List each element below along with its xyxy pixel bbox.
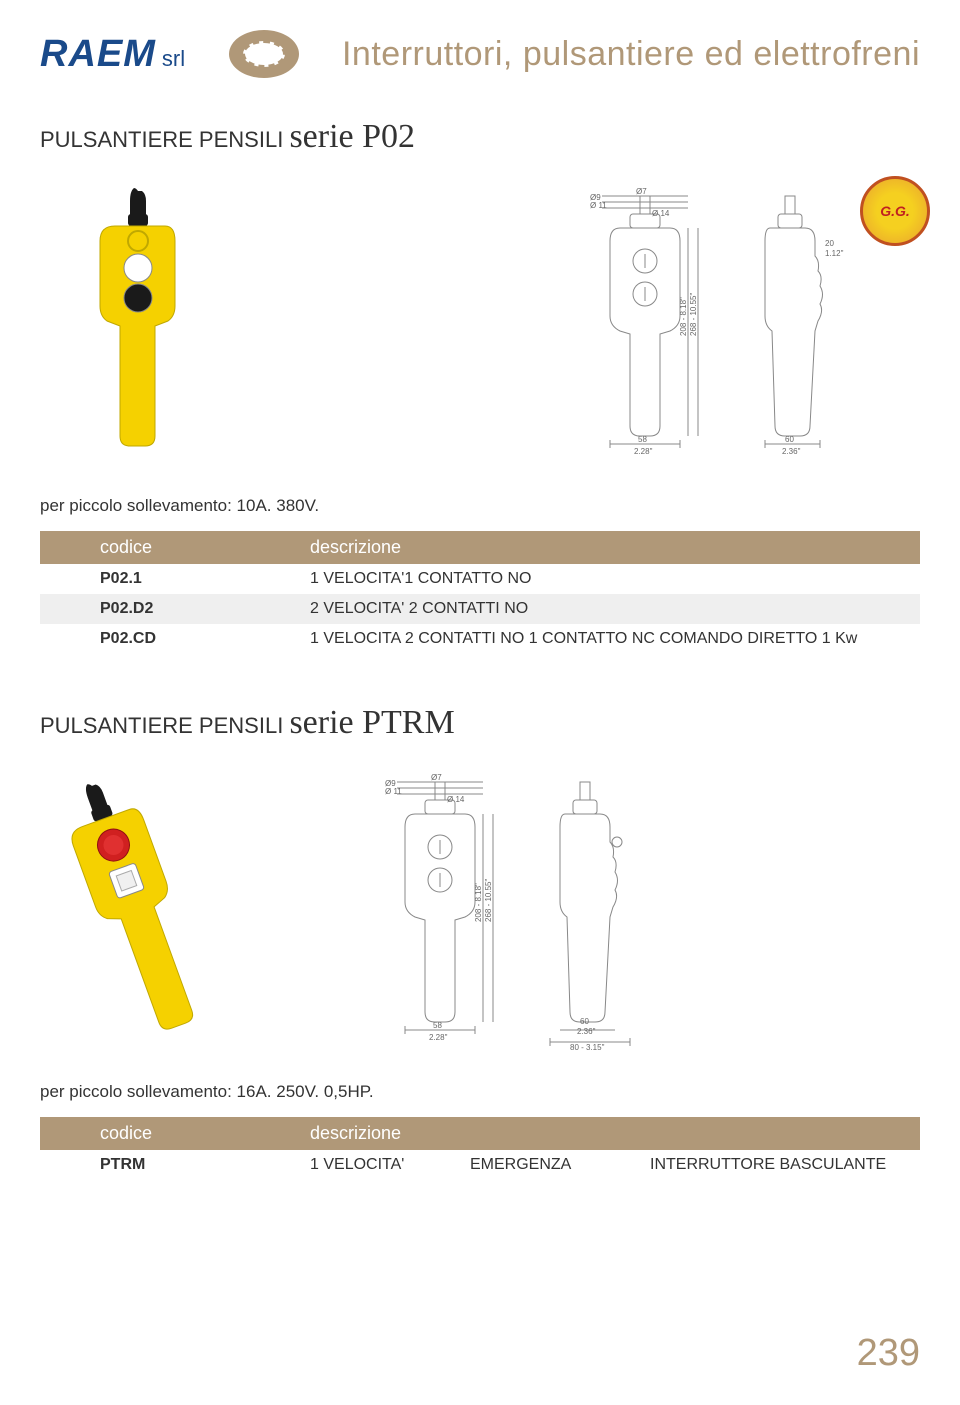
table-row: P02.D2 2 VELOCITA' 2 CONTATTI NO — [40, 594, 920, 624]
section1-heading: PULSANTIERE PENSILI serie P02 — [40, 118, 920, 156]
cell-desc: 1 VELOCITA 2 CONTATTI NO 1 CONTATTO NC C… — [300, 624, 920, 654]
cell-desc3: INTERRUTTORE BASCULANTE — [640, 1156, 896, 1174]
section2-image-row: Ø7 Ø9 Ø 11 Ø 14 208 - 8.18" 268 - 10.55"… — [40, 762, 920, 1062]
pendant-ptrm-icon — [60, 772, 220, 1052]
section2-heading: PULSANTIERE PENSILI serie PTRM — [40, 704, 920, 742]
oval-badge-inner — [243, 41, 285, 67]
dim2-w1i: 2.28" — [429, 1033, 448, 1042]
table-row: PTRM 1 VELOCITA' EMERGENZA INTERRUTTORE … — [40, 1150, 920, 1180]
cell-code: PTRM — [40, 1150, 300, 1180]
table-header: codice descrizione — [40, 1117, 920, 1150]
dim-d11: Ø 11 — [590, 201, 607, 210]
dim2-d7: Ø7 — [431, 773, 442, 782]
cell-desc: 2 VELOCITA' 2 CONTATTI NO — [300, 594, 920, 624]
dim-h1: 208 - 8.18" — [679, 297, 688, 336]
section1-heading-series: serie P02 — [289, 118, 415, 155]
table-header: codice descrizione — [40, 531, 920, 564]
dim2-w2: 60 — [580, 1017, 589, 1026]
certification-badge-icon: G.G. — [860, 176, 930, 246]
dim-h2: 268 - 10.55" — [689, 293, 698, 336]
pendant-p02-icon — [60, 186, 220, 466]
section2-heading-prefix: PULSANTIERE PENSILI — [40, 713, 283, 738]
cell-code: P02.D2 — [40, 594, 300, 624]
table-row: P02.1 1 VELOCITA'1 CONTATTO NO — [40, 564, 920, 594]
page-header: RAEM srl Interruttori, pulsantiere ed el… — [40, 30, 920, 78]
table-row: P02.CD 1 VELOCITA 2 CONTATTI NO 1 CONTAT… — [40, 624, 920, 654]
section2-diagram: Ø7 Ø9 Ø 11 Ø 14 208 - 8.18" 268 - 10.55"… — [375, 762, 715, 1062]
cell-desc1: 1 VELOCITA' — [300, 1156, 460, 1174]
cell-desc2: EMERGENZA — [460, 1156, 640, 1174]
dim2-h2: 268 - 10.55" — [484, 879, 493, 922]
section1-spec: per piccolo sollevamento: 10A. 380V. — [40, 496, 920, 516]
cell-desc-multi: 1 VELOCITA' EMERGENZA INTERRUTTORE BASCU… — [300, 1150, 920, 1180]
dim2-d14: Ø 14 — [447, 795, 465, 804]
brand-main: RAEM — [40, 33, 156, 76]
col-header-code: codice — [40, 1117, 300, 1150]
cell-code: P02.CD — [40, 624, 300, 654]
category-title: Interruttori, pulsantiere ed elettrofren… — [342, 35, 920, 74]
dim2-w3: 80 - 3.15" — [570, 1043, 605, 1052]
cert-badge-text: G.G. — [880, 203, 910, 219]
dim-w2i: 2.36" — [782, 447, 801, 456]
brand-suffix: srl — [162, 46, 185, 72]
dim-d7: Ø7 — [636, 187, 647, 196]
dim-w2: 60 — [785, 435, 794, 444]
dim2-w1: 58 — [433, 1021, 442, 1030]
page-number: 239 — [857, 1332, 920, 1375]
brand-logo: RAEM srl — [40, 33, 185, 76]
section1-image-row: Ø7 Ø9 Ø 11 Ø 14 208 - 8.18" 268 - 10.55"… — [40, 176, 920, 476]
section1-heading-prefix: PULSANTIERE PENSILI — [40, 127, 283, 152]
dim-w1i: 2.28" — [634, 447, 653, 456]
section1-product-image — [40, 176, 240, 476]
col-header-desc: descrizione — [300, 531, 920, 564]
col-header-desc: descrizione — [300, 1117, 920, 1150]
table-body: P02.1 1 VELOCITA'1 CONTATTO NO P02.D2 2 … — [40, 564, 920, 654]
table-body: PTRM 1 VELOCITA' EMERGENZA INTERRUTTORE … — [40, 1150, 920, 1180]
diagram-ptrm-icon: Ø7 Ø9 Ø 11 Ø 14 208 - 8.18" 268 - 10.55"… — [385, 772, 705, 1052]
section2-spec: per piccolo sollevamento: 16A. 250V. 0,5… — [40, 1082, 920, 1102]
dim2-w2i: 2.36" — [577, 1027, 596, 1036]
dim-sh: 20 — [825, 239, 834, 248]
diagram-p02-icon: Ø7 Ø9 Ø 11 Ø 14 208 - 8.18" 268 - 10.55"… — [590, 186, 910, 466]
dim-d14: Ø 14 — [652, 209, 670, 218]
dim2-d11: Ø 11 — [385, 787, 402, 796]
dim-shi: 1.12" — [825, 249, 844, 258]
oval-badge-icon — [229, 30, 299, 78]
section2-product-image — [40, 762, 240, 1062]
cell-desc: 1 VELOCITA'1 CONTATTO NO — [300, 564, 920, 594]
dim2-h1: 208 - 8.18" — [474, 883, 483, 922]
section2-table: codice descrizione PTRM 1 VELOCITA' EMER… — [40, 1117, 920, 1180]
section2-heading-series: serie PTRM — [289, 704, 454, 741]
section1-table: codice descrizione P02.1 1 VELOCITA'1 CO… — [40, 531, 920, 654]
cell-code: P02.1 — [40, 564, 300, 594]
dim-w1: 58 — [638, 435, 647, 444]
col-header-code: codice — [40, 531, 300, 564]
